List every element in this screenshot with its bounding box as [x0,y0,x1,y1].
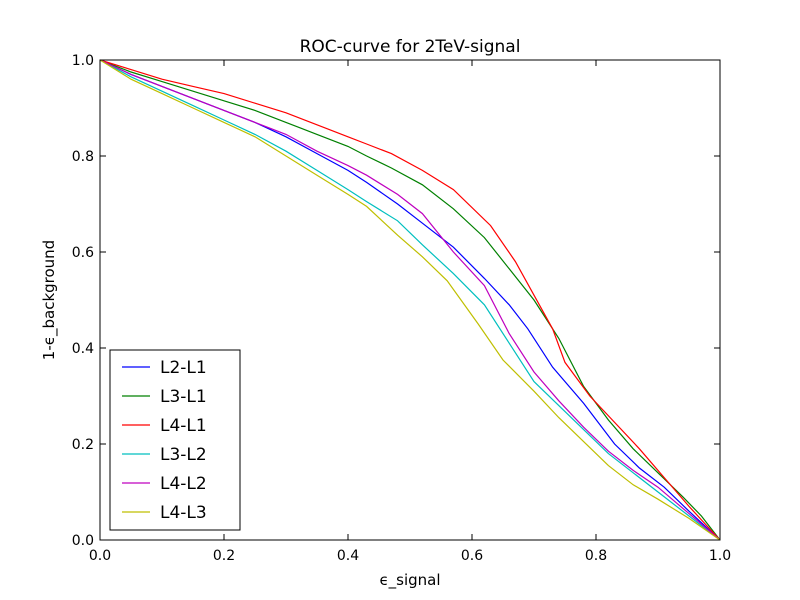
y-tick-label: 0.2 [72,437,94,453]
plot-frame [99,59,721,541]
x-axis-label: ϵ_signal [379,571,440,590]
legend-label-l4-l1: L4-L1 [160,416,207,436]
y-tick-label: 0.8 [72,149,94,165]
y-tick-label: 0.4 [72,341,94,357]
legend-label-l2-l1: L2-L1 [160,358,207,378]
legend: L2-L1 L3-L1 L4-L1 L3-L2 L4-L2 L4-L3 [109,349,241,531]
series-layer [99,59,721,541]
legend-frame [109,349,241,531]
series-line-l4-l2 [99,59,721,541]
legend-label-l4-l2: L4-L2 [160,474,207,494]
x-tick-label: 0.0 [89,548,111,564]
x-tick-label: 0.2 [213,548,235,564]
legend-label-l4-l3: L4-L3 [160,503,207,523]
series-line-l4-l3 [99,59,721,541]
legend-label-l3-l1: L3-L1 [160,387,207,407]
chart-title: ROC-curve for 2TeV-signal [300,37,521,57]
y-tick-label: 0.6 [72,245,94,261]
series-line-l3-l2 [99,59,721,541]
x-tick-label: 0.4 [337,548,359,564]
y-axis-label: 1-ϵ_background [40,240,59,360]
y-tick-label: 1.0 [72,53,94,69]
series-line-l4-l1 [99,59,721,541]
y-tick-label: 0.0 [72,533,94,549]
x-tick-label: 0.6 [461,548,483,564]
x-tick-label: 0.8 [585,548,607,564]
x-tick-label: 1.0 [709,548,731,564]
series-line-l3-l1 [99,59,721,541]
legend-label-l3-l2: L3-L2 [160,445,207,465]
